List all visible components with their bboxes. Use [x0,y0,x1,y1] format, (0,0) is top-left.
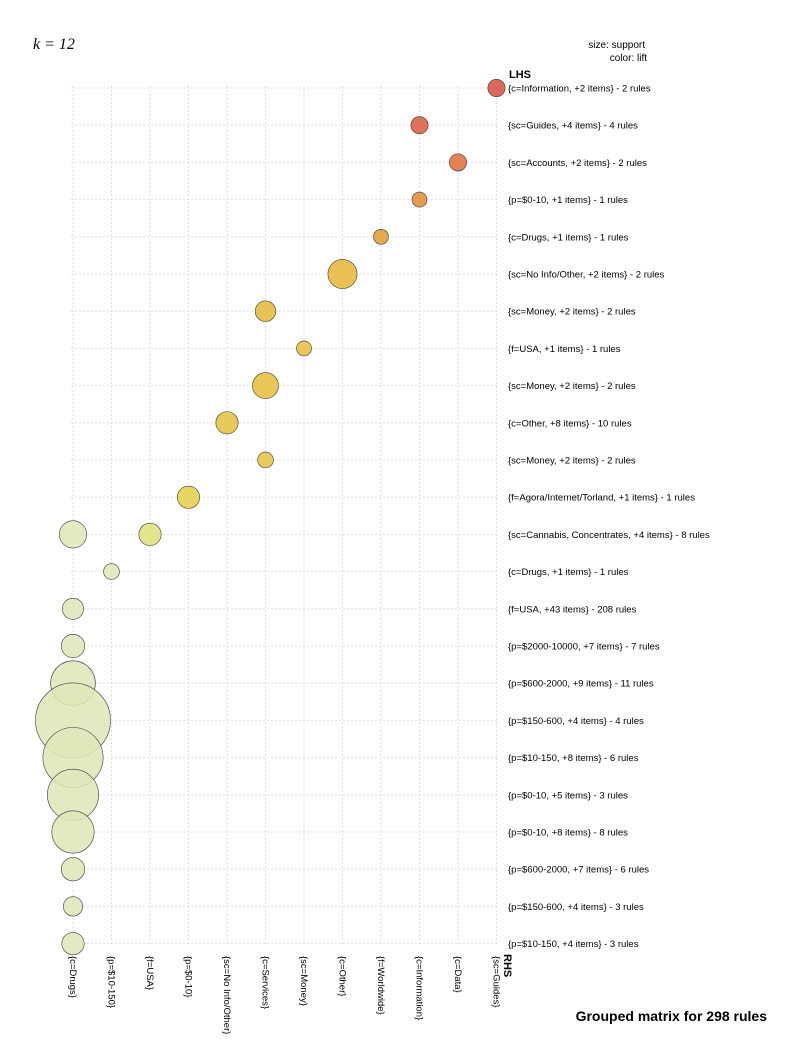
bubble-point [373,229,389,245]
lhs-row-label: {sc=Money, +2 items} - 2 rules [508,381,636,392]
legend-size-note: size: support [588,40,645,51]
chart-title: Grouped matrix for 298 rules [576,1008,768,1024]
grid-layer [71,86,499,946]
lhs-row-label: {sc=Money, +2 items} - 2 rules [508,456,636,467]
lhs-row-label: {p=$10-150, +4 items} - 3 rules [508,939,639,950]
bubble-point [410,116,429,135]
rhs-column-label: {c=Other} [337,956,348,996]
bubble-point [254,300,277,322]
rhs-column-label: {sc=Money} [298,956,309,1006]
row-label-layer: {c=Information, +2 items} - 2 rules {sc=G… [508,84,710,951]
bubble-point [103,563,120,580]
bubble-point [257,451,274,469]
lhs-row-label: {c=Drugs, +1 items} - 1 rules [508,232,629,243]
k-label: k = 12 [33,36,75,53]
rhs-column-label: {c=Drugs} [67,956,78,998]
lhs-row-label: {sc=Cannabis, Concentrates, +4 items} - … [508,530,710,541]
bubble-point [62,597,84,620]
lhs-row-label: {p=$150-600, +4 items} - 4 rules [508,716,644,727]
lhs-row-label: {sc=Guides, +4 items} - 4 rules [508,121,638,132]
bubble-layer [35,79,506,956]
lhs-row-label: {p=$0-10, +5 items} - 3 rules [508,790,628,801]
bubble-point [449,153,467,172]
rhs-column-label: {f=Worldwide} [375,956,386,1015]
bubble-point [327,259,358,289]
rhs-column-label: {sc=No Info/Other} [221,956,232,1034]
lhs-row-label: {c=Drugs, +1 items} - 1 rules [508,567,629,578]
lhs-axis-title: LHS [509,69,531,81]
col-label-layer: {c=Drugs} {p=$10-150} {f=USA} {p=$0-10} {sc=… [67,956,502,1034]
bubble-point [296,340,312,357]
rhs-axis-title: RHS [501,954,513,977]
rhs-column-label: {c=Information} [414,956,425,1020]
lhs-row-label: {c=Other, +8 items} - 10 rules [508,418,632,429]
lhs-row-label: {sc=Accounts, +2 items} - 2 rules [508,158,647,169]
bubble-point [411,191,428,208]
bubble-point [61,932,85,956]
rhs-column-label: {sc=Guides} [491,956,502,1008]
lhs-row-label: {p=$10-150, +8 items} - 6 rules [508,753,639,764]
lhs-row-label: {f=USA, +43 items} - 208 rules [508,604,637,615]
bubble-point [51,810,95,854]
lhs-row-label: {sc=No Info/Other, +2 items} - 2 rules [508,270,665,281]
lhs-row-label: {p=$2000-10000, +7 items} - 7 rules [508,642,660,653]
lhs-row-label: {p=$600-2000, +7 items} - 6 rules [508,865,649,876]
bubble-point [487,79,506,97]
bubble-point [215,411,239,435]
lhs-row-label: {sc=Money, +2 items} - 2 rules [508,307,636,318]
rhs-column-label: {p=$10-150} [106,956,117,1008]
rhs-column-label: {c=Data} [452,956,463,993]
lhs-row-label: {f=USA, +1 items} - 1 rules [508,344,621,355]
lhs-row-label: {c=Information, +2 items} - 2 rules [508,84,651,95]
bubble-point [60,633,86,659]
bubble-point [138,522,162,546]
rhs-column-label: {p=$0-10} [183,956,194,997]
lhs-row-label: {p=$0-10, +1 items} - 1 rules [508,195,628,206]
bubble-point [59,520,87,549]
lhs-row-label: {p=$600-2000, +9 items} - 11 rules [508,679,654,690]
legend-color-note: color: lift [610,53,647,64]
lhs-row-label: {p=$150-600, +4 items} - 3 rules [508,902,644,913]
lhs-row-label: {p=$0-10, +8 items} - 8 rules [508,828,628,839]
bubble-point [177,485,200,509]
bubble-point [252,372,279,399]
rhs-column-label: {f=USA} [144,956,155,990]
rhs-column-label: {c=Services} [260,956,271,1009]
bubble-point [60,857,86,882]
lhs-row-label: {f=Agora/Internet/Torland, +1 items} - 1… [508,493,695,504]
bubble-point [63,896,83,917]
